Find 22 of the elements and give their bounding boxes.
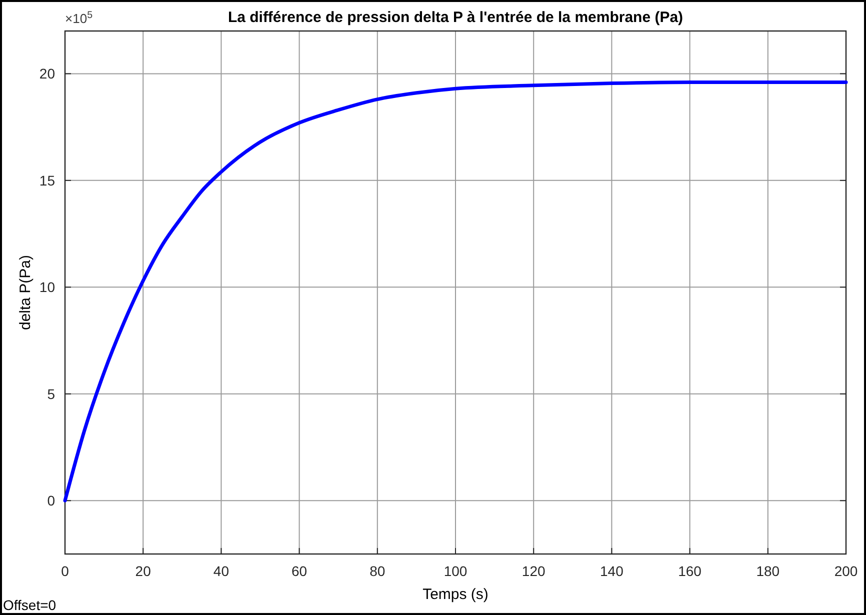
x-tick-label: 40 bbox=[213, 563, 230, 579]
x-tick-label: 120 bbox=[522, 563, 546, 579]
y-tick-label: 5 bbox=[47, 386, 56, 402]
x-tick-label: 80 bbox=[370, 563, 386, 579]
y-tick-label: 10 bbox=[39, 279, 56, 296]
x-tick-label: 20 bbox=[135, 563, 152, 579]
x-tick-label: 160 bbox=[678, 563, 702, 579]
text: Offset=0 bbox=[3, 597, 56, 613]
chart-title: La différence de pression delta P à l'entrée de la membrane (Pa) bbox=[228, 9, 684, 26]
x-tick-label: 180 bbox=[756, 563, 780, 579]
y-tick-label: 20 bbox=[39, 66, 56, 82]
line-series bbox=[63, 80, 848, 502]
x-tick-label: 100 bbox=[444, 563, 468, 579]
x-tick-label: 140 bbox=[600, 563, 624, 579]
x-axis-title: Temps (s) bbox=[422, 586, 488, 603]
x-tick-label: 0 bbox=[61, 563, 70, 579]
text: ×10$^{5}$ bbox=[65, 10, 94, 26]
y-tick-label: 0 bbox=[47, 492, 56, 509]
x-tick-label: 200 bbox=[834, 563, 858, 579]
y-tick-label: 15 bbox=[39, 172, 56, 188]
x-tick-label: 60 bbox=[292, 563, 308, 579]
y-axis-title: delta P(Pa) bbox=[17, 254, 34, 330]
